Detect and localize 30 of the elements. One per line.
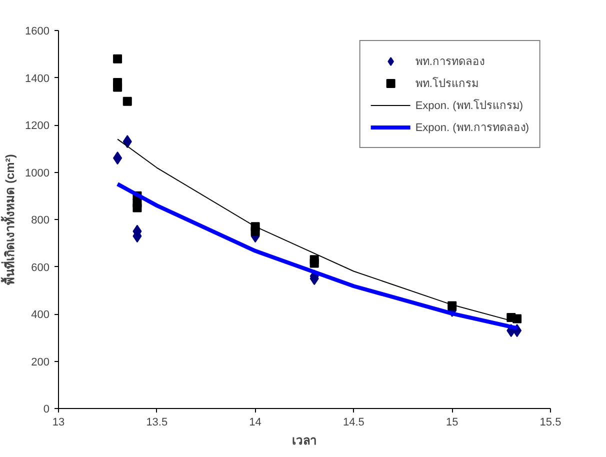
point: [113, 152, 122, 165]
x-tick-label: 13.5: [146, 416, 168, 428]
point: [250, 226, 260, 236]
point: [122, 96, 132, 106]
x-tick-label: 14: [249, 416, 262, 428]
x-axis-title: เวลา: [292, 434, 317, 448]
y-axis-title: พื้นที่เกิดเงาทั้งหมด (cm²): [0, 154, 18, 285]
x-tick-label: 14.5: [342, 416, 364, 428]
point: [310, 258, 319, 268]
x-tick-label: 15.5: [540, 416, 562, 428]
legend-label: Expon. (พท.การทดลอง): [415, 121, 529, 136]
y-tick-label: 1000: [25, 167, 50, 180]
x-tick-label: 15: [446, 416, 458, 428]
y-tick-label: 1200: [25, 120, 50, 132]
y-tick-label: 1400: [25, 72, 50, 85]
y-tick-label: 0: [43, 404, 50, 416]
point: [132, 203, 142, 212]
point: [113, 54, 122, 64]
y-tick-label: 800: [31, 214, 50, 226]
y-tick-label: 600: [31, 262, 50, 274]
y-tick-label: 400: [31, 309, 50, 321]
y-tick-label: 1600: [25, 26, 50, 38]
point: [512, 314, 522, 324]
legend-label: Expon. (พท.โปรแกรม): [415, 98, 523, 114]
legend-label: พท.การทดลอง: [415, 55, 484, 70]
point: [113, 82, 122, 92]
legend-label: พท.โปรแกรม: [415, 76, 478, 92]
y-tick-label: 200: [31, 356, 50, 368]
point: [122, 135, 132, 148]
x-tick-label: 13: [52, 416, 65, 428]
